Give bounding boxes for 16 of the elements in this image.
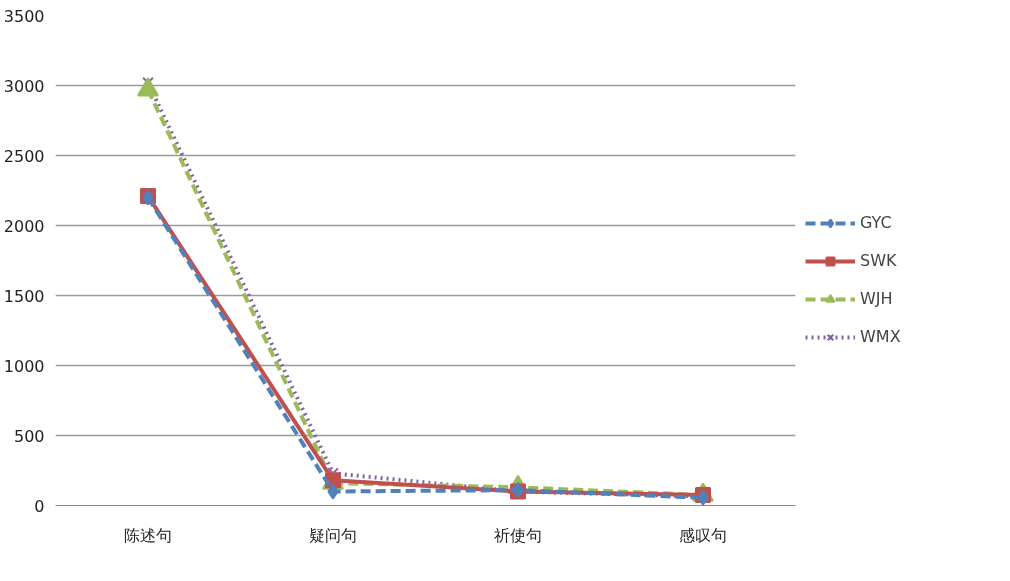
y-tick-label: 1500	[3, 286, 45, 306]
y-tick-label: 1000	[3, 356, 45, 376]
y-tick-label: 500	[13, 426, 45, 446]
legend-label: WMX	[860, 327, 901, 346]
x-tick-label: 疑问句	[309, 525, 357, 545]
legend-label: GYC	[860, 213, 892, 232]
x-tick-label: 感叹句	[679, 525, 727, 545]
x-tick-label: 陈述句	[124, 525, 172, 545]
x-tick-label: 祈使句	[494, 525, 542, 545]
y-tick-label: 2500	[3, 146, 45, 166]
y-tick-label: 3500	[3, 6, 45, 26]
legend-label: SWK	[860, 251, 897, 270]
legend-label: WJH	[860, 289, 893, 308]
y-tick-label: 0	[34, 496, 45, 516]
y-tick-label: 2000	[3, 216, 45, 236]
y-tick-label: 3000	[3, 76, 45, 96]
